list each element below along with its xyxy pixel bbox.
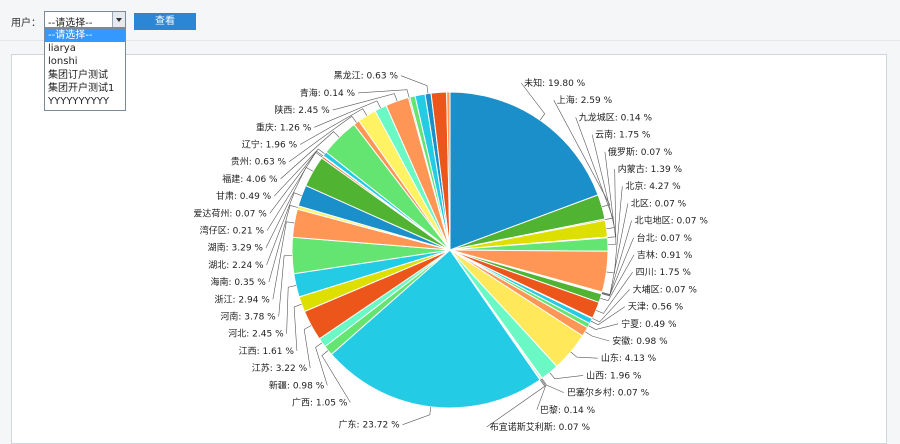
pie-connector [268, 205, 298, 283]
pie-connector [321, 350, 351, 403]
pie-slice-label: 宁夏: 0.49 % [621, 318, 677, 330]
pie-connector [272, 221, 295, 300]
pie-connector [300, 108, 368, 145]
pie-connector [486, 379, 546, 428]
pie-connector [588, 323, 619, 330]
pie-connector [400, 75, 429, 94]
user-label: 用户： [11, 18, 41, 29]
pie-connector [278, 255, 293, 317]
pie-slice-label: 湾仔区: 0.21 % [200, 225, 265, 237]
chart-panel: 未知: 19.80 % 上海: 2.59 % 九龙城区: 0.14 % 云南: 1.7… [11, 54, 887, 444]
pie-slice-label: 浙江: 2.94 % [215, 293, 271, 305]
pie-slice-label: 广西: 1.05 % [292, 397, 348, 409]
pie-connector [266, 192, 302, 266]
pie-slice-label: 重庆: 1.26 % [256, 121, 312, 133]
pie-slice-label: 湖北: 2.24 % [208, 260, 264, 271]
user-select-value: --请选择-- [48, 18, 93, 29]
pie-slice-label: 北京: 4.27 % [625, 180, 681, 192]
pie-slice-label: 内蒙古: 1.39 % [618, 163, 683, 175]
pie-connector [288, 115, 357, 162]
pie-connector [601, 237, 634, 297]
dropdown-option[interactable]: liarya [48, 43, 76, 55]
pie-slice-label: 安徽: 0.98 % [612, 335, 668, 347]
dropdown-option[interactable]: lonshi [48, 56, 78, 68]
pie-connector [607, 168, 617, 245]
pie-slice-label: 巴塞尔乡村: 0.07 % [567, 387, 650, 399]
dropdown-option[interactable]: 集团订户测试 [48, 69, 108, 81]
pie-connector [332, 93, 398, 111]
pie-slice-label: 海南: 0.35 % [211, 276, 267, 288]
pie-connector [541, 378, 564, 393]
pie-slice-label: 吉林: 0.91 % [637, 249, 693, 261]
pie-slice-label: 湖南: 3.29 % [208, 242, 264, 254]
pie-connector [595, 272, 633, 314]
pie-slice-label: 未知: 19.80 % [524, 77, 586, 89]
pie-slice-label: 贵州: 0.63 % [231, 156, 287, 168]
chevron-down-icon[interactable] [112, 12, 125, 27]
pie-slice-label: 山东: 4.13 % [601, 352, 657, 364]
pie-connector [358, 89, 410, 98]
pie-slice-label: 黑龙江: 0.63 % [334, 70, 399, 82]
pie-slice-label: 辽宁: 1.96 % [242, 139, 298, 151]
pie-connector [293, 303, 302, 351]
pie-connector [266, 151, 323, 231]
pie-connector [303, 325, 312, 369]
pie-slice-label: 爱达荷州: 0.07 % [193, 207, 267, 219]
pie-connector [265, 166, 314, 248]
pie-slice-label: 山西: 1.96 % [586, 370, 642, 381]
pie-slice-label: 俄罗斯: 0.07 % [608, 146, 673, 158]
pie-slice-label: 九龙城区: 0.14 % [579, 111, 653, 123]
pie-slice-label: 北屯地区: 0.07 % [635, 215, 709, 227]
pie-connector [520, 82, 546, 121]
pie-slice-label: 布宜诺斯艾利斯: 0.07 % [490, 421, 591, 433]
pie-slice[interactable] [446, 91, 451, 251]
pie-connector [315, 342, 328, 386]
pie-connector [592, 289, 630, 323]
pie-slice-label: 北区: 0.07 % [631, 198, 687, 209]
pie-connector [536, 378, 547, 410]
pie-connector [269, 150, 324, 214]
pie-connector [314, 100, 381, 128]
pie-slice-label: 河北: 2.45 % [228, 328, 284, 340]
pie-chart: 未知: 19.80 % 上海: 2.59 % 九龙城区: 0.14 % 云南: 1.7… [193, 70, 709, 433]
pie-slice-label: 广东: 23.72 % [339, 419, 401, 431]
pie-slice-label: 巴黎: 0.14 % [540, 404, 596, 416]
pie-connector [274, 148, 325, 197]
pie-connector [600, 254, 635, 302]
pie-slice-label: 天津: 0.56 % [628, 302, 684, 313]
pie-connector [286, 285, 297, 334]
pie-connector [280, 131, 340, 180]
pie-slice-label: 江西: 1.61 % [239, 346, 295, 357]
pie-slice-label: 陕西: 2.45 % [274, 104, 330, 116]
user-dropdown-list[interactable]: --请选择-- liarya lonshi 集团订户测试 集团开户测试1 YYY… [44, 28, 126, 111]
pie-slice-label: 云南: 1.75 % [595, 129, 651, 141]
pie-connector [570, 351, 598, 359]
toolbar: 用户： --请选择-- 查看 [0, 0, 900, 41]
pie-slice-label: 河南: 3.78 % [220, 311, 276, 323]
query-button[interactable]: 查看 [134, 13, 196, 30]
pie-connector [402, 406, 432, 425]
pie-slice-label: 四川: 1.75 % [636, 268, 692, 278]
pie-connector [549, 372, 584, 380]
pie-connector [590, 306, 626, 326]
dropdown-option[interactable]: --请选择-- [45, 29, 125, 43]
pie-slice[interactable] [449, 91, 599, 251]
pie-slice-label: 上海: 2.59 % [557, 94, 613, 106]
user-select[interactable]: --请选择-- [44, 11, 126, 29]
pie-slice-label: 台北: 0.07 % [637, 232, 693, 244]
dropdown-option[interactable]: YYYYYYYYYY [48, 95, 110, 107]
pie-slice-label: 甘肃: 0.49 % [216, 190, 272, 202]
pie-slice-label: 江苏: 3.22 % [252, 362, 308, 374]
pie-connector [585, 331, 610, 342]
pie-slice-label: 福建: 4.06 % [222, 173, 278, 185]
pie-connector [553, 100, 611, 208]
pie-slice-label: 大埔区: 0.07 % [633, 283, 698, 295]
pie-slice-label: 青海: 0.14 % [300, 87, 356, 99]
pie-slice-label: 新疆: 0.98 % [269, 379, 325, 391]
dropdown-option[interactable]: 集团开户测试1 [48, 82, 115, 94]
